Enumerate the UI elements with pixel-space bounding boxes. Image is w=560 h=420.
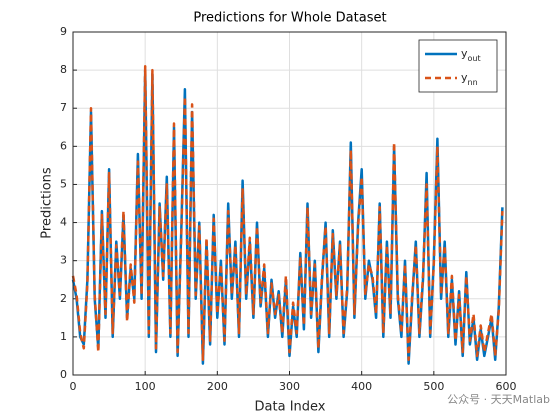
y-tick-label: 0 — [60, 368, 67, 381]
y-tick-label: 8 — [60, 63, 67, 76]
legend-name: y — [461, 47, 468, 60]
y-tick-label: 2 — [60, 292, 67, 305]
data-line — [71, 65, 504, 362]
y-tick-label: 6 — [60, 139, 67, 152]
legend-subscript: out — [468, 54, 481, 63]
legend-label: yout — [461, 47, 481, 63]
x-axis-label: Data Index — [255, 400, 326, 415]
legend-name: y — [461, 71, 468, 84]
y-tick-label: 1 — [60, 330, 67, 343]
y-tick-label: 3 — [60, 254, 67, 267]
watermark: 公众号 · 天天Matlab — [447, 393, 550, 406]
x-tick-label: 500 — [423, 380, 444, 393]
legend-subscript: nn — [468, 78, 478, 87]
x-tick-label: 300 — [279, 380, 300, 393]
y-tick-label: 7 — [60, 101, 67, 114]
legend-box — [418, 39, 498, 93]
x-tick-label: 600 — [496, 380, 517, 393]
y-axis-label: Predictions — [40, 167, 55, 239]
legend-label: ynn — [461, 71, 478, 87]
x-tick-label: 400 — [351, 380, 372, 393]
axes-box — [72, 31, 507, 376]
x-tick-label: 0 — [70, 380, 77, 393]
x-tick-label: 200 — [207, 380, 228, 393]
y-tick-label: 4 — [60, 216, 67, 229]
x-tick-label: 100 — [135, 380, 156, 393]
y-tick-label: 5 — [60, 177, 67, 190]
y-tick-label: 9 — [60, 25, 67, 38]
chart-title: Predictions for Whole Dataset — [193, 11, 386, 26]
